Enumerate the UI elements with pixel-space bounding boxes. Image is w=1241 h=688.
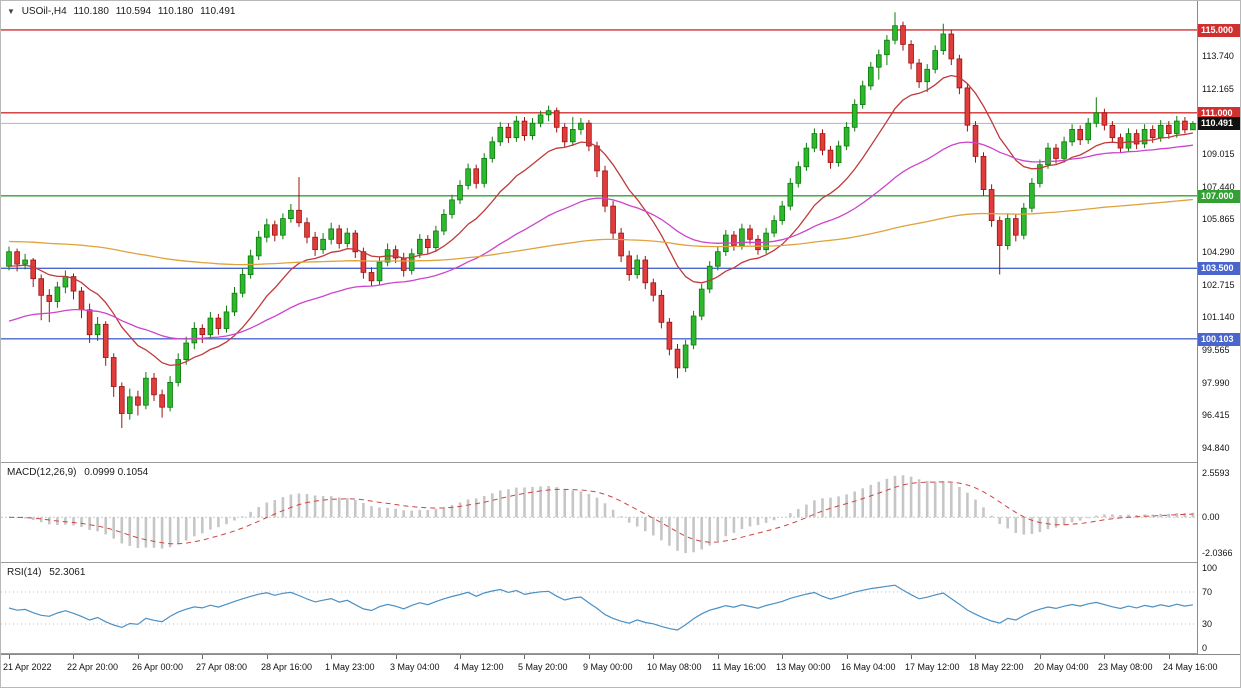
time-axis-label: 9 May 00:00 — [583, 662, 633, 672]
macd-name: MACD(12,26,9) — [7, 467, 77, 478]
time-axis-label: 13 May 00:00 — [776, 662, 831, 672]
price-tick-label: 105.865 — [1202, 214, 1235, 224]
price-tick-label: 107.440 — [1202, 182, 1235, 192]
level-tag-107.000[interactable]: 107.000 — [1198, 190, 1240, 203]
time-axis-label: 11 May 16:00 — [712, 662, 766, 672]
price-tick-label: 112.165 — [1202, 84, 1234, 94]
ma-line-medium — [8, 141, 1193, 340]
candles — [6, 12, 1196, 428]
rsi-scale-label: 30 — [1202, 619, 1213, 629]
macd-signal-line — [8, 481, 1193, 545]
rsi-scale-label: 100 — [1202, 563, 1218, 573]
rsi-name: RSI(14) — [7, 567, 42, 578]
ma-line-fast — [8, 74, 1194, 367]
time-axis-tick — [267, 655, 268, 659]
rsi-scale-label: 0 — [1202, 643, 1208, 653]
time-axis-tick — [138, 655, 139, 659]
time-axis-tick — [460, 655, 461, 659]
ohlc-open: 110.180 — [73, 6, 109, 17]
time-axis-label: 16 May 04:00 — [841, 662, 896, 672]
rsi-scale-label: 70 — [1202, 587, 1213, 597]
macd-values: 0.0999 0.1054 — [84, 467, 149, 478]
level-tag-103.500[interactable]: 103.500 — [1198, 262, 1240, 275]
time-axis-tick — [73, 655, 74, 659]
time-axis-tick — [396, 655, 397, 659]
time-axis-label: 23 May 08:00 — [1098, 662, 1153, 672]
level-tag-111.000[interactable]: 111.000 — [1198, 107, 1240, 120]
price-tick-label: 97.990 — [1202, 378, 1230, 388]
time-axis-tick — [9, 655, 10, 659]
level-tag-115.000[interactable]: 115.000 — [1198, 24, 1240, 37]
rsi-canvas[interactable] — [1, 563, 1197, 653]
price-tick-label: 99.565 — [1202, 345, 1230, 355]
time-axis-label: 28 Apr 16:00 — [261, 662, 313, 672]
chart-dropdown-icon[interactable]: ▼ — [7, 7, 15, 16]
main-chart-panel: ▼ USOil-,H4 110.180 110.594 110.180 110.… — [1, 1, 1197, 462]
macd-scale-label: -2.0366 — [1202, 548, 1233, 558]
time-axis-tick — [782, 655, 783, 659]
macd-canvas[interactable] — [1, 463, 1197, 562]
rsi-panel: RSI(14) 52.3061 — [1, 563, 1197, 653]
time-axis-label: 20 May 04:00 — [1034, 662, 1089, 672]
price-axis[interactable]: 113.740112.165110.590109.015107.440105.8… — [1197, 1, 1240, 654]
chart-title: ▼ USOil-,H4 110.180 110.594 110.180 110.… — [7, 6, 239, 17]
panel-separator[interactable] — [1, 653, 1240, 654]
time-axis-label: 4 May 12:00 — [454, 662, 504, 672]
panel-separator[interactable] — [1, 562, 1240, 563]
time-axis-tick — [1104, 655, 1105, 659]
time-axis-tick — [653, 655, 654, 659]
time-axis-label: 1 May 23:00 — [325, 662, 375, 672]
symbol-timeframe-label: USOil-,H4 — [21, 6, 67, 17]
time-axis-tick — [1040, 655, 1041, 659]
time-axis-tick — [911, 655, 912, 659]
price-tick-label: 94.840 — [1202, 443, 1230, 453]
time-axis-label: 17 May 12:00 — [905, 662, 960, 672]
rsi-label: RSI(14) 52.3061 — [7, 567, 90, 578]
time-axis-tick — [1169, 655, 1170, 659]
macd-scale-label: 2.5593 — [1202, 468, 1230, 478]
rsi-line — [8, 584, 1193, 631]
time-axis-tick — [524, 655, 525, 659]
time-axis-label: 18 May 22:00 — [969, 662, 1024, 672]
ohlc-low: 110.180 — [157, 6, 194, 17]
price-tick-label: 101.140 — [1202, 312, 1235, 322]
macd-label: MACD(12,26,9) 0.0999 0.1054 — [7, 467, 153, 478]
macd-histogram — [15, 475, 1195, 553]
time-axis-label: 26 Apr 00:00 — [132, 662, 184, 672]
price-tick-label: 104.290 — [1202, 247, 1235, 257]
time-axis-label: 10 May 08:00 — [647, 662, 702, 672]
panel-separator[interactable] — [1, 462, 1240, 463]
time-axis-tick — [331, 655, 332, 659]
time-axis-tick — [975, 655, 976, 659]
level-tag-100.103[interactable]: 100.103 — [1198, 333, 1240, 346]
ma-line-slow — [8, 198, 1193, 266]
time-axis-tick — [589, 655, 590, 659]
current-price-tag: 110.491 — [1198, 117, 1240, 130]
main-chart-canvas[interactable] — [1, 1, 1197, 462]
time-axis-tick — [718, 655, 719, 659]
price-tick-label: 113.740 — [1202, 51, 1234, 61]
ohlc-high: 110.594 — [115, 6, 152, 17]
time-axis-label: 27 Apr 08:00 — [196, 662, 248, 672]
time-axis-label: 3 May 04:00 — [390, 662, 440, 672]
ohlc-close: 110.491 — [200, 6, 236, 17]
rsi-value: 52.3061 — [49, 567, 86, 578]
time-axis-tick — [847, 655, 848, 659]
time-axis-label: 24 May 16:00 — [1163, 662, 1218, 672]
price-tick-label: 96.415 — [1202, 410, 1230, 420]
time-axis-label: 5 May 20:00 — [518, 662, 568, 672]
time-axis[interactable]: 21 Apr 2022 22 Apr 20:00 26 Apr 00:00 27 Ap… — [1, 654, 1240, 687]
macd-panel: MACD(12,26,9) 0.0999 0.1054 — [1, 463, 1197, 562]
price-tick-label: 109.015 — [1202, 149, 1235, 159]
macd-scale-label: 0.00 — [1202, 512, 1220, 522]
price-tick-label: 102.715 — [1202, 280, 1235, 290]
time-axis-label: 21 Apr 2022 — [3, 662, 52, 672]
time-axis-tick — [202, 655, 203, 659]
time-axis-label: 22 Apr 20:00 — [67, 662, 119, 672]
